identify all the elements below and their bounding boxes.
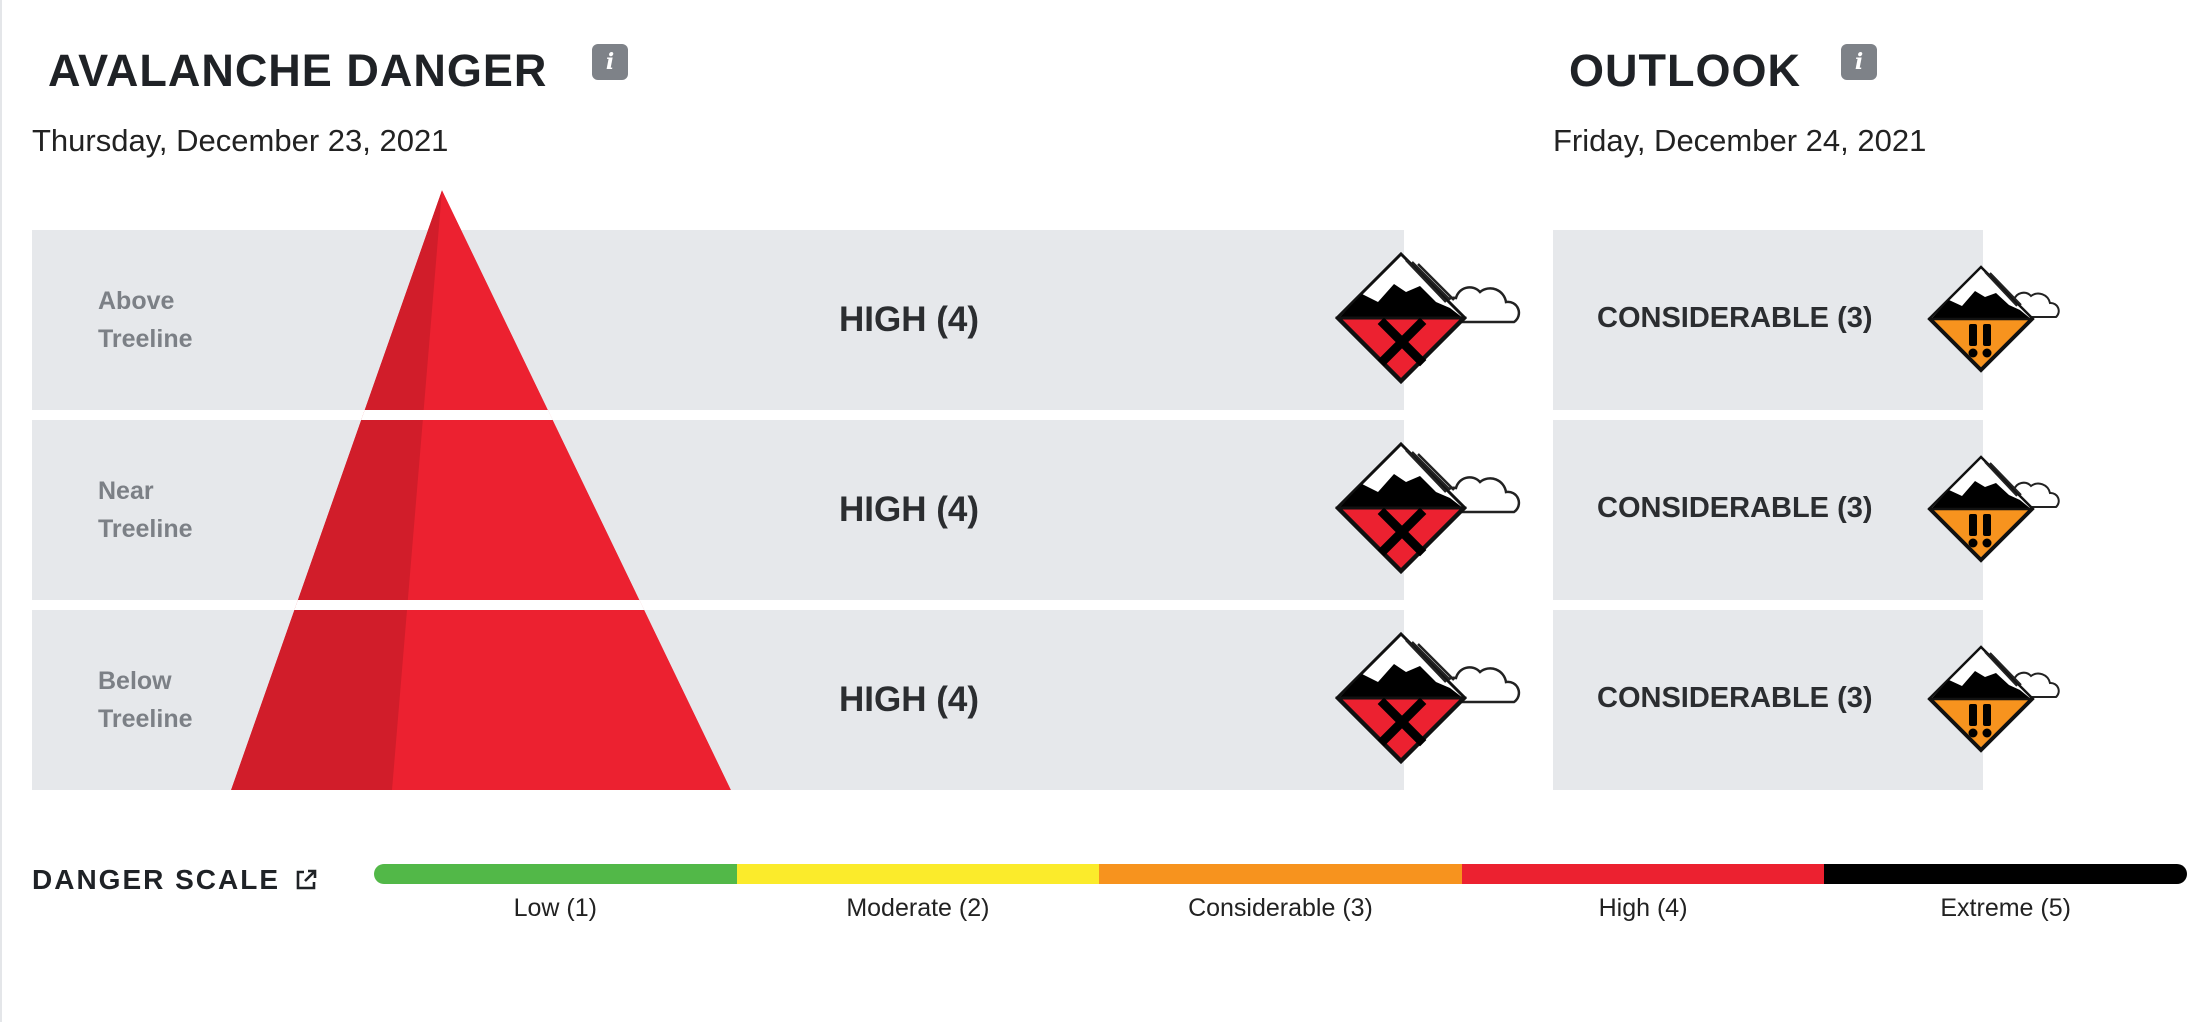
outlook-row-above-treeline — [1553, 230, 1983, 410]
danger-rating: HIGH (4) — [839, 490, 979, 529]
outlook-date: Friday, December 24, 2021 — [1553, 123, 1927, 158]
considerable-danger-icon — [1927, 645, 2060, 753]
scale-label-low: Low (1) — [513, 894, 597, 922]
outlook-rating: CONSIDERABLE (3) — [1597, 682, 1873, 714]
danger-row-near-treeline: Near Treeline — [32, 420, 1404, 600]
outlook-row-near-treeline — [1553, 420, 1983, 600]
outlook-title: OUTLOOK — [1569, 45, 1801, 96]
scale-label-moderate: Moderate (2) — [846, 894, 990, 922]
elevation-label: Below Treeline — [98, 667, 193, 733]
scale-segment-moderate — [736, 864, 1100, 884]
elevation-label: Above Treeline — [98, 287, 193, 353]
danger-scale-title: DANGER SCALE — [32, 864, 281, 895]
danger-rating: HIGH (4) — [839, 680, 979, 719]
scale-label-extreme: Extreme (5) — [1940, 894, 2071, 922]
scale-label-considerable: Considerable (3) — [1188, 894, 1373, 922]
outlook-rating: CONSIDERABLE (3) — [1597, 302, 1873, 334]
scale-segment-low — [374, 864, 737, 884]
external-link-icon — [296, 869, 317, 890]
danger-row-above-treeline: Above Treeline — [32, 230, 1404, 410]
danger-scale-labels: Low (1) Moderate (2) Considerable (3) Hi… — [374, 894, 2187, 923]
scale-segment-extreme — [1824, 864, 2187, 884]
scale-segment-high — [1461, 864, 1825, 884]
danger-rating: HIGH (4) — [839, 300, 979, 339]
scale-segment-considerable — [1099, 864, 1462, 884]
considerable-danger-icon — [1927, 265, 2060, 373]
outlook-info-button[interactable]: i — [1841, 44, 1877, 80]
high-danger-icon — [1334, 632, 1521, 765]
danger-title: AVALANCHE DANGER — [48, 45, 548, 96]
considerable-danger-icon — [1927, 455, 2060, 563]
outlook-rating: CONSIDERABLE (3) — [1597, 492, 1873, 524]
high-danger-icon — [1334, 442, 1521, 575]
elevation-label: Near Treeline — [98, 477, 193, 543]
page-border — [0, 0, 2, 1022]
outlook-row-below-treeline — [1553, 610, 1983, 790]
high-danger-icon — [1334, 252, 1521, 385]
scale-label-high: High (4) — [1598, 894, 1688, 922]
danger-scale-link[interactable]: DANGER SCALE — [32, 866, 318, 894]
danger-date: Thursday, December 23, 2021 — [32, 123, 449, 158]
danger-scale-bar — [374, 864, 2187, 884]
danger-info-button[interactable]: i — [592, 44, 628, 80]
